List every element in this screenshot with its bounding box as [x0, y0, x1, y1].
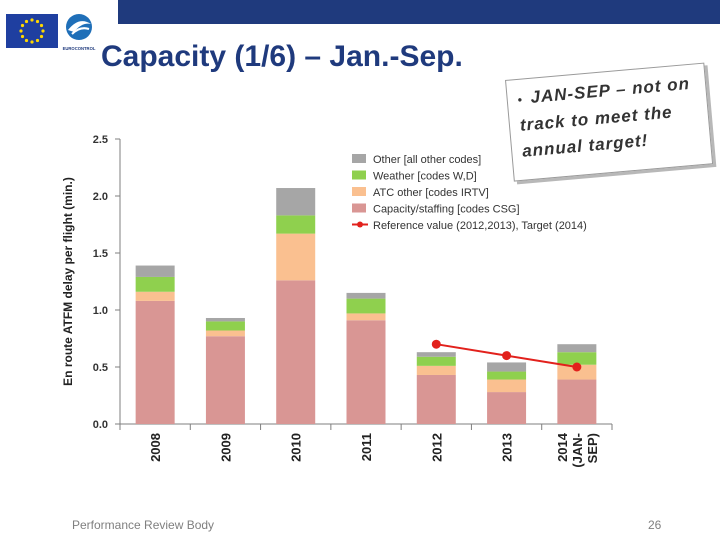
- bar-segment-weather: [557, 352, 597, 365]
- bar-segment-atc-other: [276, 233, 316, 281]
- bar-segment-capacity: [487, 392, 527, 424]
- bar-segment-atc-other: [205, 330, 245, 337]
- bar-segment-other: [205, 317, 245, 322]
- y-tick-label: 0.5: [93, 362, 108, 374]
- bar-segment-other: [557, 344, 597, 353]
- bar-segment-atc-other: [135, 291, 175, 301]
- bar-segment-weather: [205, 321, 245, 331]
- bar-segment-capacity: [135, 300, 175, 424]
- legend-reference-marker: [357, 221, 363, 228]
- callout-message: JAN-SEP – not on track to meet the annua…: [519, 73, 691, 161]
- callout-box: • JAN-SEP – not on track to meet the ann…: [505, 62, 714, 182]
- legend-label: Weather [codes W,D]: [373, 171, 477, 183]
- bar-segment-capacity: [557, 379, 597, 424]
- legend-label: ATC other [codes IRTV]: [373, 187, 489, 199]
- bar-segment-atc-other: [416, 365, 456, 375]
- bar-segment-weather: [276, 215, 316, 234]
- page-number: 26: [648, 518, 662, 532]
- x-tick-label: 2013: [500, 433, 515, 462]
- x-tick-label: 2012: [429, 433, 444, 462]
- bar-segment-other: [487, 362, 527, 372]
- y-tick-label: 2.0: [93, 191, 108, 203]
- bar-segment-capacity: [346, 320, 386, 424]
- y-tick-label: 1.5: [93, 248, 108, 260]
- x-tick-label: 2014: [555, 432, 570, 462]
- y-tick-label: 0.0: [93, 419, 108, 431]
- x-tick-label: 2010: [289, 433, 304, 462]
- footer-source: Performance Review Body: [72, 518, 215, 532]
- bar-segment-weather: [346, 298, 386, 314]
- x-tick-label: 2011: [359, 433, 374, 461]
- top-banner: [0, 0, 720, 24]
- legend-label-reference: Reference value (2012,2013), Target (201…: [373, 220, 587, 232]
- bar-segment-weather: [135, 276, 175, 292]
- x-tick-label: 2009: [218, 433, 233, 462]
- legend-swatch-atc-other: [352, 187, 366, 196]
- bar-segment-atc-other: [346, 313, 386, 321]
- legend-label: Capacity/staffing [codes CSG]: [373, 204, 520, 216]
- eurocontrol-logo: EUROCONTROL: [63, 14, 96, 51]
- bar-segment-atc-other: [557, 364, 597, 380]
- reference-point: [431, 339, 441, 349]
- bar-segment-capacity: [276, 280, 316, 424]
- x-tick-label: 2008: [148, 433, 163, 462]
- reference-point: [502, 351, 512, 361]
- bar-segment-other: [135, 265, 175, 277]
- bar-segment-capacity: [416, 374, 456, 424]
- y-axis-label: En route ATFM delay per flight (min.): [61, 177, 75, 386]
- legend-swatch-capacity: [352, 203, 366, 213]
- bar-segment-other: [276, 188, 316, 216]
- callout-bullet: •: [517, 92, 524, 107]
- bar-segment-capacity: [205, 336, 245, 424]
- eurocontrol-logo-text: EUROCONTROL: [63, 46, 96, 51]
- reference-point: [572, 362, 582, 372]
- legend-label: Other [all other codes]: [373, 154, 481, 166]
- eu-flag-icon: [6, 14, 58, 48]
- bar-segment-other: [346, 292, 386, 299]
- callout-text: • JAN-SEP – not on track to meet the ann…: [517, 69, 713, 164]
- y-tick-label: 1.0: [93, 305, 108, 317]
- x-tick-label: (JAN-: [570, 433, 585, 468]
- legend-swatch-weather: [352, 170, 366, 180]
- bar-segment-other: [416, 352, 456, 357]
- legend-swatch-other: [352, 154, 366, 163]
- bar-segment-atc-other: [487, 379, 527, 393]
- bar-segment-weather: [416, 356, 456, 366]
- x-tick-label: SEP): [585, 433, 600, 463]
- page-title: Capacity (1/6) – Jan.-Sep.: [101, 40, 463, 73]
- bar-segment-weather: [487, 371, 527, 380]
- y-tick-label: 2.5: [93, 134, 108, 146]
